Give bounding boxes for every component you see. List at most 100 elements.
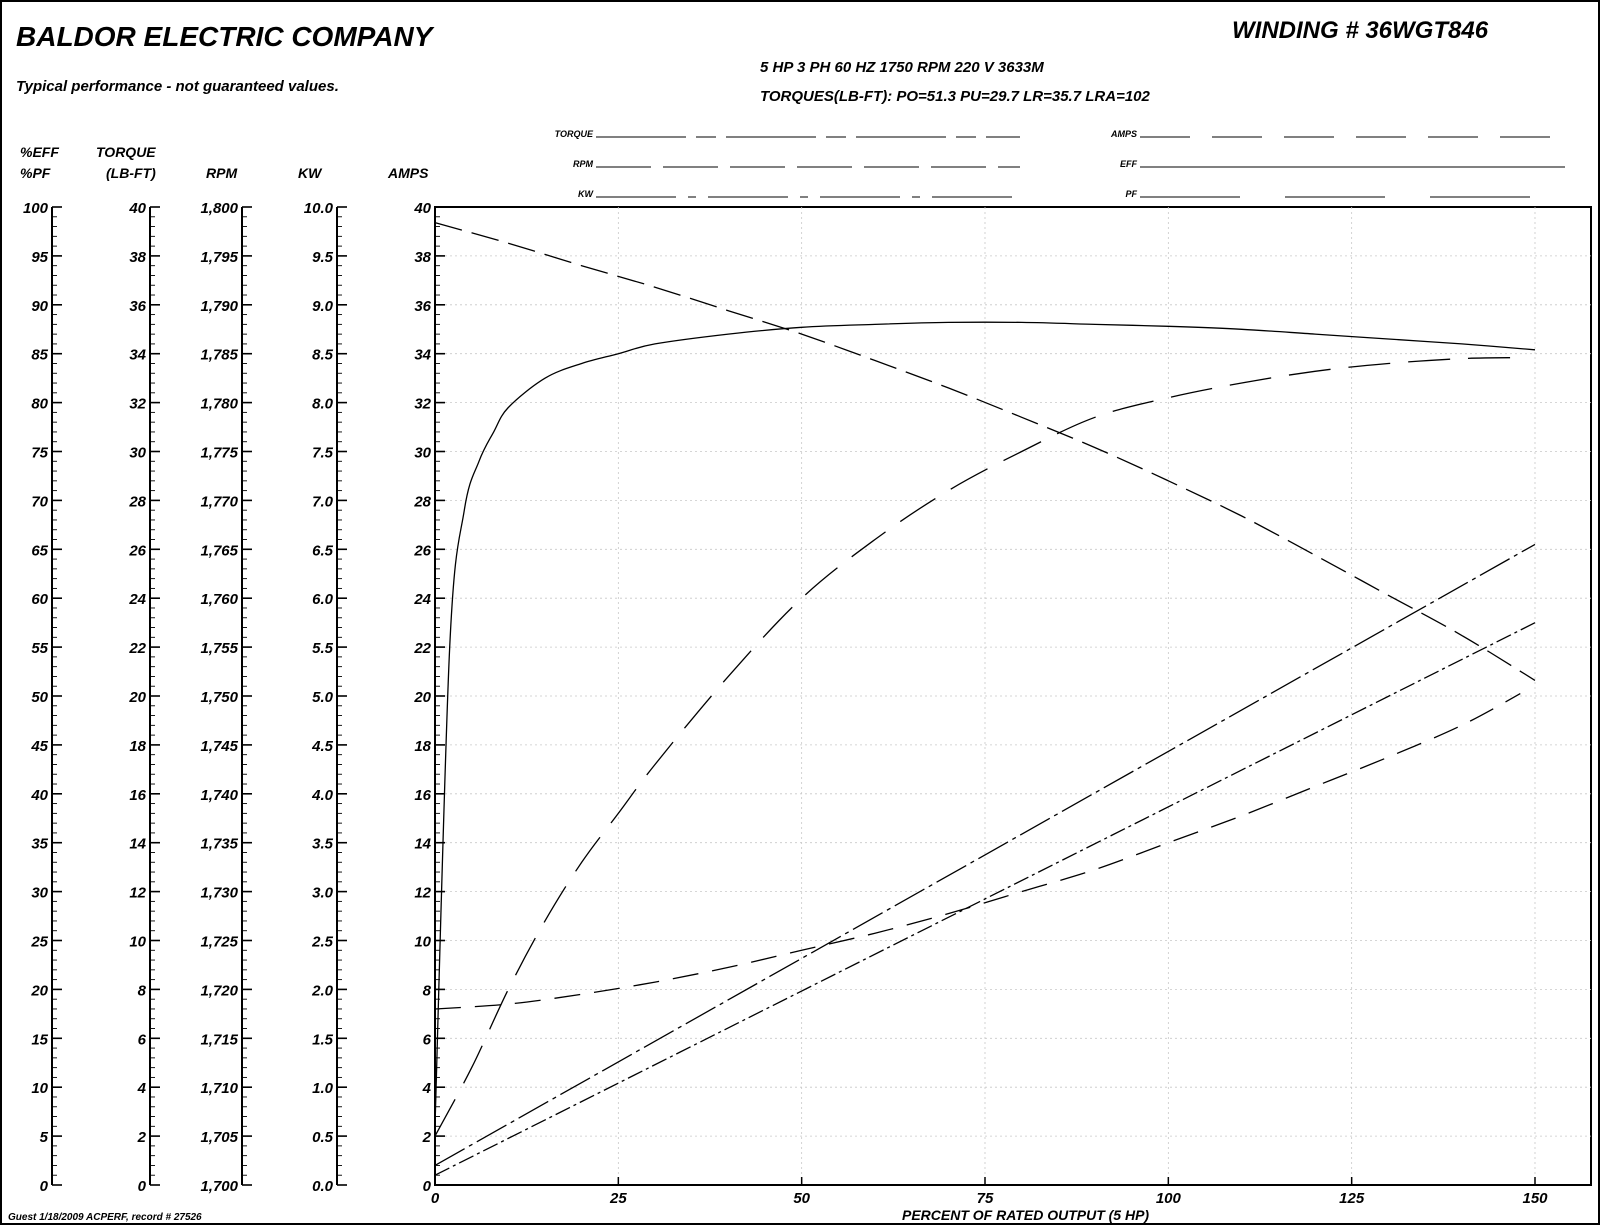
kw-scale-label: 9.0 [312,298,334,315]
rpm-scale-label: 1,725 [200,934,238,951]
legend-amps-label: AMPS [1110,129,1137,139]
torque-scale-label: 22 [128,640,146,657]
amps-scale-label: 2 [422,1129,432,1146]
torque-scale-label: 26 [128,542,146,559]
amps-scale-label: 30 [414,445,431,462]
amps-scale-label: 28 [413,493,431,510]
amps-scale-label: 26 [413,542,431,559]
amps-scale-label: 18 [414,738,431,755]
rpm-scale-label: 1,780 [200,396,238,413]
disclaimer-text: Typical performance - not guaranteed val… [16,78,339,95]
amps-scale-label: 14 [414,836,431,853]
eff-pf-scale-label: 70 [31,493,48,510]
torque-scale-label: 8 [138,982,147,999]
amps-scale-label: 20 [413,689,431,706]
rpm-scale-label: 1,730 [200,885,238,902]
series-kw-line [434,622,1536,1176]
series-amps-line [434,693,1521,1010]
legend-eff-label: EFF [1120,159,1138,169]
rpm-scale-label: 1,750 [200,689,238,706]
torque-scale-label: 18 [129,738,146,755]
eff-pf-scale-label: 60 [31,591,48,608]
eff-pf-scale-label: 30 [31,885,48,902]
torque-scale-label: 14 [129,836,146,853]
amps-scale-label: 24 [413,591,431,608]
rpm-scale-label: 1,720 [200,982,238,999]
legend-pf-label: PF [1125,189,1137,199]
eff-pf-scale-label: 80 [31,396,48,413]
rpm-scale-label: 1,790 [200,298,238,315]
rpm-scale-label: 1,740 [200,787,238,804]
torque-scale-label: 2 [137,1129,147,1146]
rpm-scale-label: 1,770 [200,493,238,510]
torque-scale-label: 32 [129,396,146,413]
amps-scale-label: 10 [414,934,431,951]
x-tick-label: 50 [793,1190,810,1207]
x-tick-label: 100 [1156,1190,1182,1207]
plot-frame [434,206,1592,1186]
kw-scale-label: 8.5 [312,347,334,364]
amps-scale-label: 34 [414,347,431,364]
torque-scale-label: 0 [138,1178,147,1195]
amps-scale-label: 38 [414,249,431,266]
kw-scale-label: 5.0 [312,689,334,706]
kw-scale-label: 1.5 [312,1031,334,1048]
eff-axis-header: %EFF [20,144,59,160]
eff-pf-scale-label: 100 [23,200,49,217]
rpm-scale-label: 1,765 [200,542,238,559]
series-rpm-line [434,221,1536,681]
eff-pf-scale-label: 35 [31,836,48,853]
kw-scale-label: 4.5 [311,738,334,755]
eff-pf-scale-label: 40 [30,787,48,804]
kw-scale-label: 2.0 [311,982,334,999]
kw-scale-label: 7.5 [312,445,334,462]
kw-scale-label: 6.5 [312,542,334,559]
torque-scale-label: 40 [128,200,146,217]
x-tick-label: 125 [1339,1190,1365,1207]
rpm-scale-label: 1,715 [200,1031,238,1048]
torque-scale-label: 20 [128,689,146,706]
eff-pf-scale-label: 0 [40,1178,49,1195]
kw-scale-label: 6.0 [312,591,334,608]
eff-pf-scale-label: 10 [31,1080,48,1097]
rpm-scale-label: 1,700 [200,1178,238,1195]
amps-scale-label: 0 [423,1178,432,1195]
rpm-scale: 1,700 1,705 1,710 1,715 1,720 1,725 1,730 1,735… [200,200,252,1195]
kw-scale-label: 10.0 [304,200,334,217]
eff-pf-scale-label: 75 [31,445,48,462]
kw-scale-label: 3.5 [312,836,334,853]
legend-layer [596,136,1565,198]
eff-pf-scale-label: 45 [30,738,48,755]
series-torque-line [434,543,1536,1166]
x-tick-label: 0 [431,1190,440,1207]
x-tick-label: 150 [1522,1190,1548,1207]
x-tick-label: 25 [609,1190,627,1207]
eff-pf-scale-label: 85 [31,347,48,364]
amps-scale-label: 4 [422,1080,432,1097]
kw-scale-label: 8.0 [312,396,334,413]
rpm-scale-label: 1,775 [200,445,238,462]
series-eff-line [434,321,1536,1127]
kw-scale: 0.0 0.5 1.0 1.5 2.0 2.5 3.0 3.5 4.0 4.5 5.0 5.5 6.0 6… [304,200,347,1195]
legend-kw-label: KW [578,189,594,199]
eff-pf-scale-label: 95 [31,249,48,266]
eff-pf-scale-label: 65 [31,542,48,559]
amps-scale-label: 22 [413,640,431,657]
kw-scale-label: 5.5 [312,640,334,657]
torque-axis-header: TORQUE [96,144,156,160]
eff-pf-scale-label: 5 [40,1129,49,1146]
eff-pf-scale: 0 5 10 15 20 25 30 35 40 45 50 55 60 65 70 75 80 85 90 95 10… [23,200,62,1195]
eff-pf-scale-label: 55 [31,640,48,657]
torque-scale-label: 16 [129,787,146,804]
legend-torque-label: TORQUE [555,129,594,139]
torque-scale-label: 10 [129,934,146,951]
footer-note: Guest 1/18/2009 ACPERF, record # 27526 [8,1212,202,1223]
eff-pf-scale-label: 15 [31,1031,48,1048]
eff-pf-scale-label: 50 [31,689,48,706]
amps-scale-label: 32 [414,396,431,413]
